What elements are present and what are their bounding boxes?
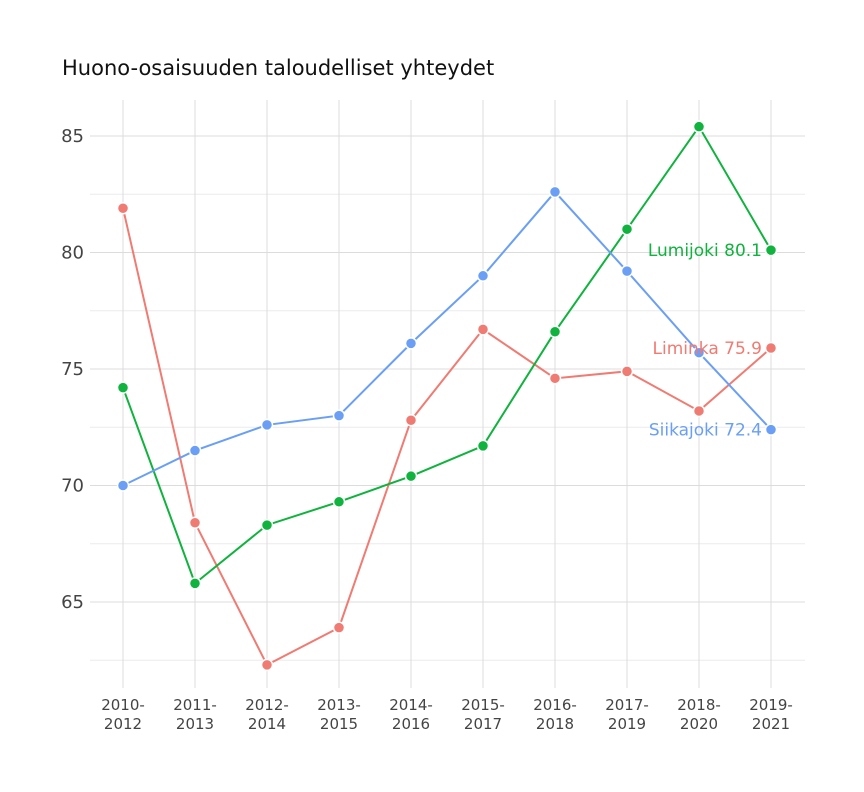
lumijoki-point	[260, 518, 274, 532]
liminka-point	[764, 341, 778, 355]
end-labels: Liminka 75.9 Lumijoki 80.1 Siikajoki 72.4	[648, 241, 762, 440]
siikajoki-point	[260, 418, 274, 432]
liminka-line	[122, 208, 772, 667]
lumijoki-end-label: Lumijoki 80.1	[648, 241, 762, 261]
siikajoki-line	[122, 190, 772, 487]
x-tick-label: 2012-2014	[245, 696, 289, 733]
siikajoki-point	[764, 423, 778, 436]
x-tick-label: 2013-2015	[317, 696, 361, 733]
lumijoki-point	[620, 222, 634, 236]
y-tick-label: 70	[61, 476, 84, 497]
lumijoki-point	[476, 439, 490, 453]
y-tick-label: 75	[61, 359, 84, 380]
liminka-point	[188, 516, 202, 530]
liminka-point	[620, 365, 634, 378]
grid-lines	[90, 100, 805, 688]
siikajoki-point	[476, 269, 490, 283]
liminka-point	[476, 323, 490, 336]
liminka-point	[260, 658, 274, 672]
siikajoki-end-label: Siikajoki 72.4	[649, 421, 762, 441]
lumijoki-point	[116, 381, 130, 394]
x-tick-label: 2011-2013	[173, 696, 217, 733]
siikajoki-point	[188, 444, 202, 457]
y-tick-label: 85	[61, 126, 84, 147]
liminka-point	[404, 414, 418, 427]
siikajoki-point	[620, 264, 634, 278]
lumijoki-point	[188, 577, 202, 590]
siikajoki-point	[332, 409, 346, 422]
lumijoki-point	[692, 120, 706, 133]
liminka-point	[332, 621, 346, 634]
y-tick-label: 65	[61, 592, 84, 613]
x-tick-label: 2019-2021	[749, 696, 793, 733]
chart-title: Huono-osaisuuden taloudelliset yhteydet	[62, 56, 495, 80]
siikajoki-point	[548, 185, 562, 199]
siikajoki-point	[692, 346, 706, 359]
x-tick-label: 2015-2017	[461, 696, 505, 733]
lumijoki-point	[764, 243, 778, 257]
liminka-point	[548, 372, 562, 385]
siikajoki-point	[116, 479, 130, 492]
lumijoki-point	[404, 469, 418, 483]
x-tick-label: 2017-2019	[605, 696, 649, 733]
lumijoki-point	[332, 495, 346, 509]
x-tick-label: 2010-2012	[101, 696, 145, 733]
lumijoki-point	[548, 325, 562, 338]
x-tick-label: 2018-2020	[677, 696, 721, 733]
liminka-end-label: Liminka 75.9	[653, 339, 762, 359]
y-tick-label: 80	[61, 243, 84, 264]
siikajoki-point	[404, 337, 418, 350]
liminka-point	[116, 201, 130, 215]
liminka-point	[692, 404, 706, 418]
x-tick-label: 2016-2018	[533, 696, 577, 733]
axis-labels: 65 70 75 80 85 2010-2012 2011-2013 2012-2014 201…	[61, 126, 793, 733]
lumijoki-line	[122, 124, 772, 586]
series-lines	[116, 120, 778, 672]
x-tick-label: 2014-2016	[389, 696, 433, 733]
